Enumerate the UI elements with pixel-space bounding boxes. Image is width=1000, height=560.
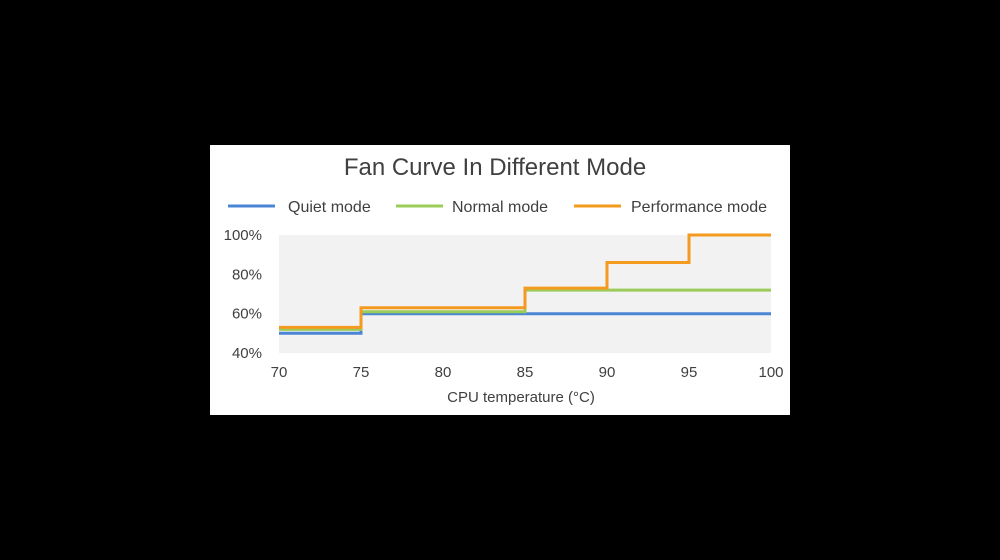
legend-item-normal: Normal mode <box>396 199 548 216</box>
y-tick-label: 80% <box>232 266 262 283</box>
series-layer <box>279 233 771 335</box>
x-tick-label: 85 <box>517 364 534 381</box>
legend: Quiet mode Normal mode Performance mode <box>228 199 767 216</box>
series-line-normal-mode <box>279 288 771 331</box>
legend-label-normal: Normal mode <box>452 199 548 216</box>
legend-item-quiet: Quiet mode <box>228 199 371 216</box>
fan-curve-chart: Fan Curve In Different Mode Quiet mode N… <box>224 154 784 406</box>
x-tick-label: 80 <box>435 364 452 381</box>
chart-title: Fan Curve In Different Mode <box>344 154 646 181</box>
series-line-performance-mode <box>279 233 771 329</box>
x-axis-ticks: 70 75 80 85 90 95 100 <box>271 364 784 381</box>
y-tick-label: 100% <box>224 227 262 244</box>
chart-card: Fan Curve In Different Mode Quiet mode N… <box>210 145 790 415</box>
x-tick-label: 90 <box>599 364 616 381</box>
x-tick-label: 95 <box>681 364 698 381</box>
x-axis-title: CPU temperature (°C) <box>447 389 595 406</box>
legend-item-performance: Performance mode <box>574 199 767 216</box>
y-axis-ticks: 40% 60% 80% 100% <box>224 227 262 362</box>
y-tick-label: 60% <box>232 306 262 323</box>
legend-label-performance: Performance mode <box>631 199 767 216</box>
y-tick-label: 40% <box>232 345 262 362</box>
legend-label-quiet: Quiet mode <box>288 199 371 216</box>
x-tick-label: 75 <box>353 364 370 381</box>
x-tick-label: 70 <box>271 364 288 381</box>
x-tick-label: 100 <box>758 364 783 381</box>
